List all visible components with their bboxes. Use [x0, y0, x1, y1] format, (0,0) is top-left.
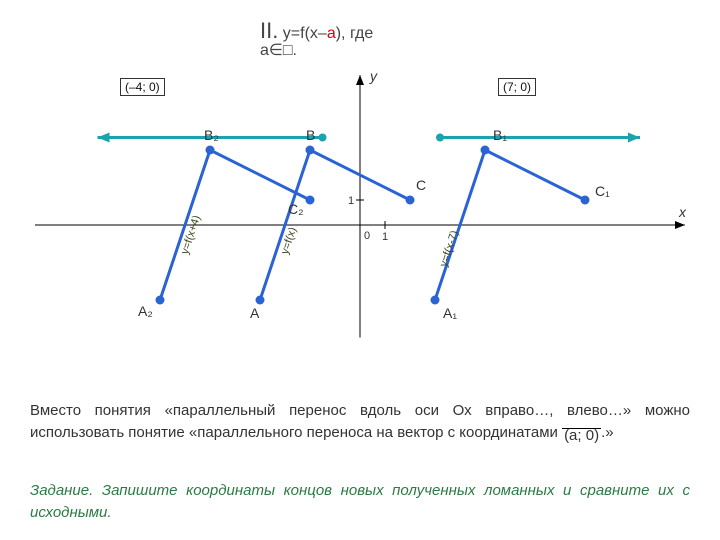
point-C1 [581, 196, 590, 205]
point-A [256, 296, 265, 305]
point-C [406, 196, 415, 205]
title-a: a [327, 25, 336, 42]
para-b: с координатами [443, 424, 562, 441]
point-label-A2: A₂ [138, 303, 153, 319]
vector-right-label: (7; 0) [498, 78, 536, 96]
chart-area: xy011ABCA₁B₁C₁A₂B₂C₂y=f(x)y=f(x+4)y=f(x-… [0, 60, 720, 360]
point-B1 [481, 146, 490, 155]
y-label: y [369, 68, 378, 84]
vector-left-text: (–4; 0) [125, 80, 160, 94]
point-label-C1: C₁ [595, 183, 610, 199]
translate-right-arrow-origin [436, 134, 444, 142]
x-label: x [678, 204, 687, 220]
translate-right-arrow-head [628, 133, 640, 143]
point-label-A: A [250, 305, 260, 321]
point-C2 [306, 196, 315, 205]
point-label-B2: B₂ [204, 127, 219, 143]
task: Задание. Запишите координаты концов новы… [30, 480, 690, 524]
task-body: Запишите координаты концов новых получен… [30, 482, 690, 521]
subtitle: a∈□. [260, 40, 297, 60]
tick-x1-label: 1 [382, 231, 388, 243]
point-A2 [156, 296, 165, 305]
point-A1 [431, 296, 440, 305]
point-B [306, 146, 315, 155]
point-label-A1: A₁ [443, 305, 457, 321]
para-c: .» [601, 424, 614, 441]
tick-y1-label: 1 [348, 195, 354, 207]
vector-right-text: (7; 0) [503, 80, 531, 94]
label-fxm7: y=f(x-7) [438, 229, 461, 268]
translate-left-arrow-origin [319, 134, 327, 142]
para-vector-notation: (a; 0) [562, 428, 601, 443]
vector-left-label: (–4; 0) [120, 78, 165, 96]
point-label-C: C [416, 177, 426, 193]
translate-left-arrow-head [98, 133, 110, 143]
title-suffix: ), где [336, 25, 374, 42]
task-prefix: Задание. [30, 482, 93, 499]
point-label-B1: B₁ [493, 127, 507, 143]
x-axis-arrow [675, 221, 685, 229]
origin-label: 0 [364, 230, 370, 242]
y-axis-arrow [356, 75, 364, 85]
para-vector-word: вектор [397, 424, 443, 441]
paragraph: Вместо понятия «параллельный перенос вдо… [30, 400, 690, 444]
point-label-C2: C₂ [288, 201, 304, 217]
point-label-B: B [306, 127, 315, 143]
point-B2 [206, 146, 215, 155]
